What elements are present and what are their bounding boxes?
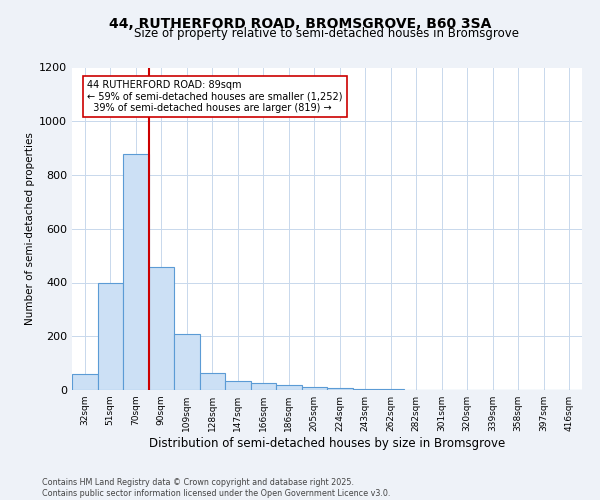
Bar xyxy=(302,388,327,390)
Bar xyxy=(378,388,404,390)
Bar xyxy=(327,388,353,390)
Text: Contains HM Land Registry data © Crown copyright and database right 2025.
Contai: Contains HM Land Registry data © Crown c… xyxy=(42,478,391,498)
Bar xyxy=(72,374,97,390)
Text: 44 RUTHERFORD ROAD: 89sqm
← 59% of semi-detached houses are smaller (1,252)
  39: 44 RUTHERFORD ROAD: 89sqm ← 59% of semi-… xyxy=(88,80,343,113)
Bar xyxy=(199,372,225,390)
Bar xyxy=(149,267,174,390)
Bar xyxy=(97,284,123,390)
Bar xyxy=(174,334,199,390)
X-axis label: Distribution of semi-detached houses by size in Bromsgrove: Distribution of semi-detached houses by … xyxy=(149,437,505,450)
Y-axis label: Number of semi-detached properties: Number of semi-detached properties xyxy=(25,132,35,325)
Bar xyxy=(123,154,149,390)
Text: 44, RUTHERFORD ROAD, BROMSGROVE, B60 3SA: 44, RUTHERFORD ROAD, BROMSGROVE, B60 3SA xyxy=(109,18,491,32)
Bar xyxy=(251,384,276,390)
Bar xyxy=(276,385,302,390)
Title: Size of property relative to semi-detached houses in Bromsgrove: Size of property relative to semi-detach… xyxy=(134,27,520,40)
Bar xyxy=(353,388,378,390)
Bar xyxy=(225,380,251,390)
